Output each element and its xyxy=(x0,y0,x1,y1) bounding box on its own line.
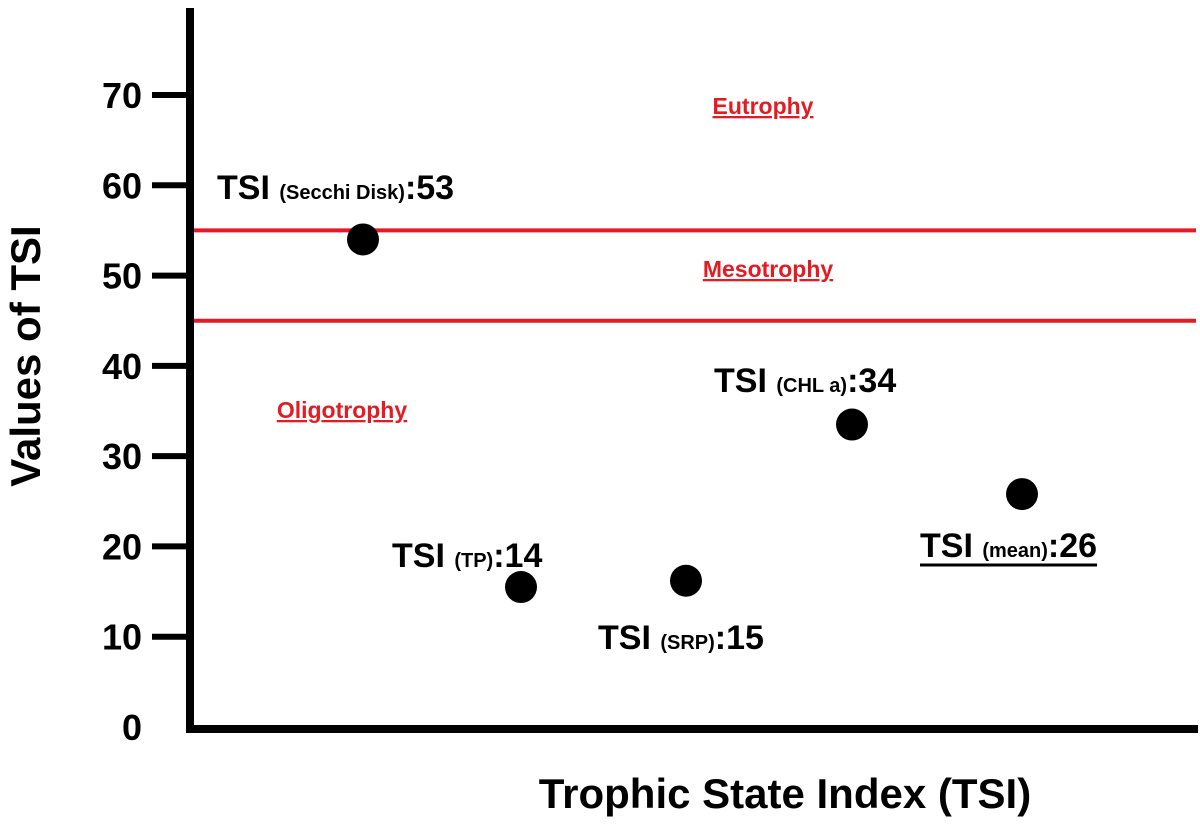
zone-labels: Eutrophy Mesotrophy Oligotrophy xyxy=(277,93,834,423)
point-label: TSI (TP):14 xyxy=(392,537,542,575)
y-tick-label: 40 xyxy=(102,346,142,387)
y-tick-label: 30 xyxy=(102,436,142,477)
point-label-prefix: TSI xyxy=(714,362,776,400)
data-points xyxy=(347,223,1038,604)
point-label-sub: (TP) xyxy=(454,550,493,572)
y-tick-label: 50 xyxy=(102,256,142,297)
y-tick-label: 60 xyxy=(102,165,142,206)
zone-label-oligotrophy: Oligotrophy xyxy=(277,397,408,423)
point-label-value: :15 xyxy=(715,619,764,657)
point-label-prefix: TSI xyxy=(920,527,982,565)
point-label-sub: (Secchi Disk) xyxy=(279,182,405,204)
point-label: TSI (SRP):15 xyxy=(598,619,764,657)
y-ticks: 0 10 20 30 40 50 60 70 xyxy=(102,75,190,748)
y-axis-title: Values of TSI xyxy=(2,225,49,486)
data-point xyxy=(670,564,702,597)
data-point xyxy=(836,408,868,441)
y-tick-label: 20 xyxy=(102,526,142,567)
threshold-lines xyxy=(194,228,1196,323)
point-label-prefix: TSI xyxy=(392,537,454,575)
point-label-value: :34 xyxy=(847,362,896,400)
axes xyxy=(186,8,1198,733)
point-label-prefix: TSI xyxy=(598,619,660,657)
y-tick-label: 70 xyxy=(102,75,142,116)
data-point xyxy=(505,571,537,604)
point-label-prefix: TSI xyxy=(217,169,279,207)
zone-label-mesotrophy: Mesotrophy xyxy=(703,256,834,282)
point-label: TSI (CHL a):34 xyxy=(714,362,896,400)
y-tick-label: 10 xyxy=(102,617,142,658)
point-label-value: :26 xyxy=(1048,527,1097,565)
data-point xyxy=(347,223,379,256)
data-point xyxy=(1006,478,1038,511)
point-label-value: :53 xyxy=(405,169,454,207)
point-label-sub: (CHL a) xyxy=(776,375,847,397)
point-label-sub: (mean) xyxy=(982,540,1048,562)
y-tick-label: 0 xyxy=(122,707,142,748)
point-label: TSI (Secchi Disk):53 xyxy=(217,169,454,207)
zone-label-eutrophy: Eutrophy xyxy=(713,93,814,119)
point-label-value: :14 xyxy=(493,537,542,575)
point-label-sub: (SRP) xyxy=(660,632,714,654)
x-axis-title: Trophic State Index (TSI) xyxy=(539,770,1031,817)
point-label: TSI (mean):26 xyxy=(920,527,1097,565)
